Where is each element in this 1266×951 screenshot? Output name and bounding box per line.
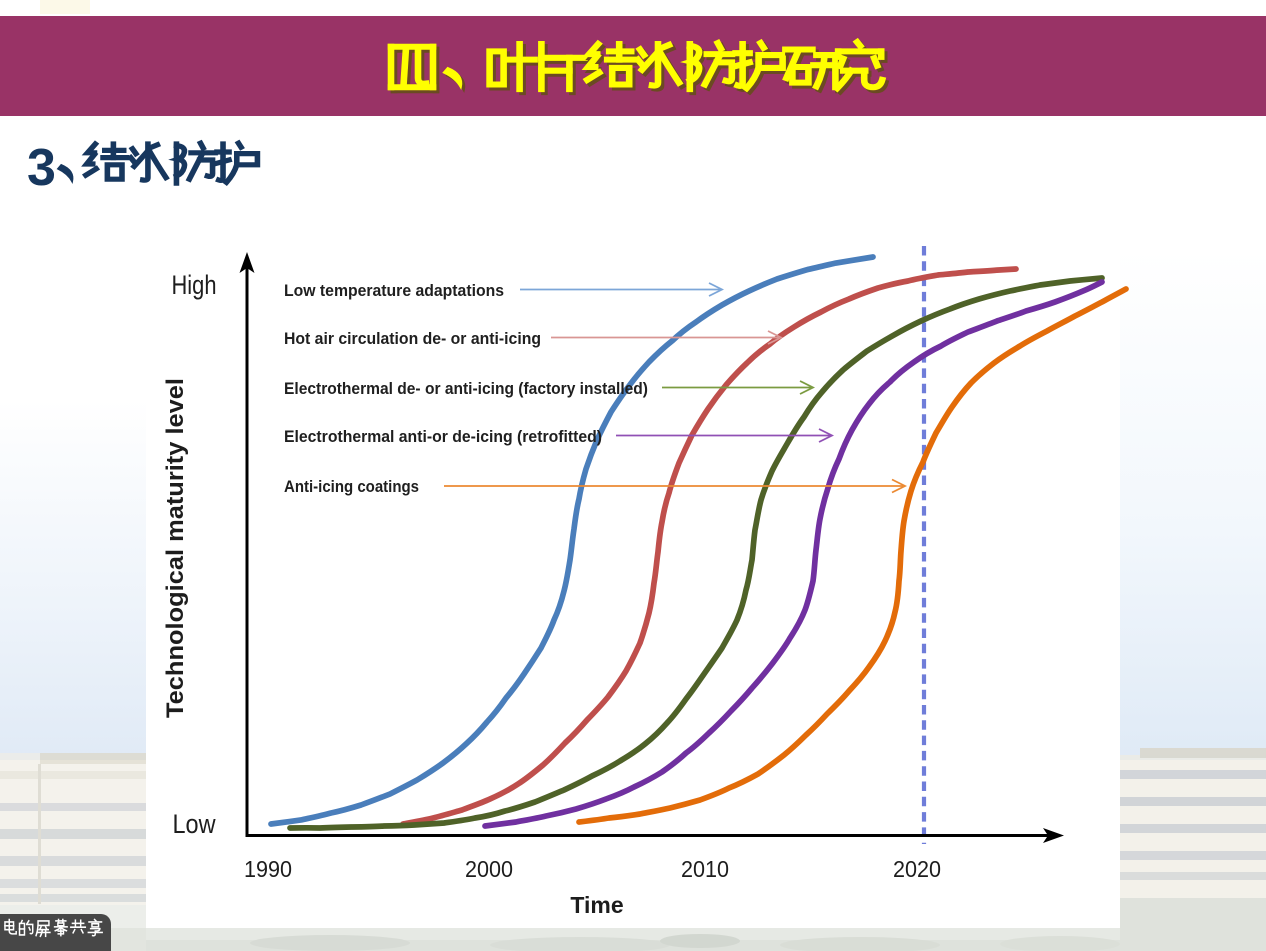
svg-text:1990: 1990 [244,856,292,882]
svg-text:Electrothermal de- or anti-ici: Electrothermal de- or anti-icing (factor… [284,380,648,398]
svg-text:Anti-icing coatings: Anti-icing coatings [284,478,419,496]
svg-text:2020: 2020 [893,856,941,882]
svg-text:Time: Time [570,892,623,918]
svg-text:2000: 2000 [465,856,513,882]
svg-text:Technological maturity level: Technological maturity level [162,378,189,718]
svg-text:Low temperature adaptations: Low temperature adaptations [284,282,504,300]
svg-text:Low: Low [173,809,216,839]
svg-text:High: High [172,270,217,300]
svg-text:2010: 2010 [681,856,729,882]
svg-text:Hot air circulation de- or ant: Hot air circulation de- or anti-icing [284,330,541,348]
svg-text:Electrothermal anti-or de-icin: Electrothermal anti-or de-icing (retrofi… [284,428,602,446]
svg-text:3: 3 [27,139,56,197]
